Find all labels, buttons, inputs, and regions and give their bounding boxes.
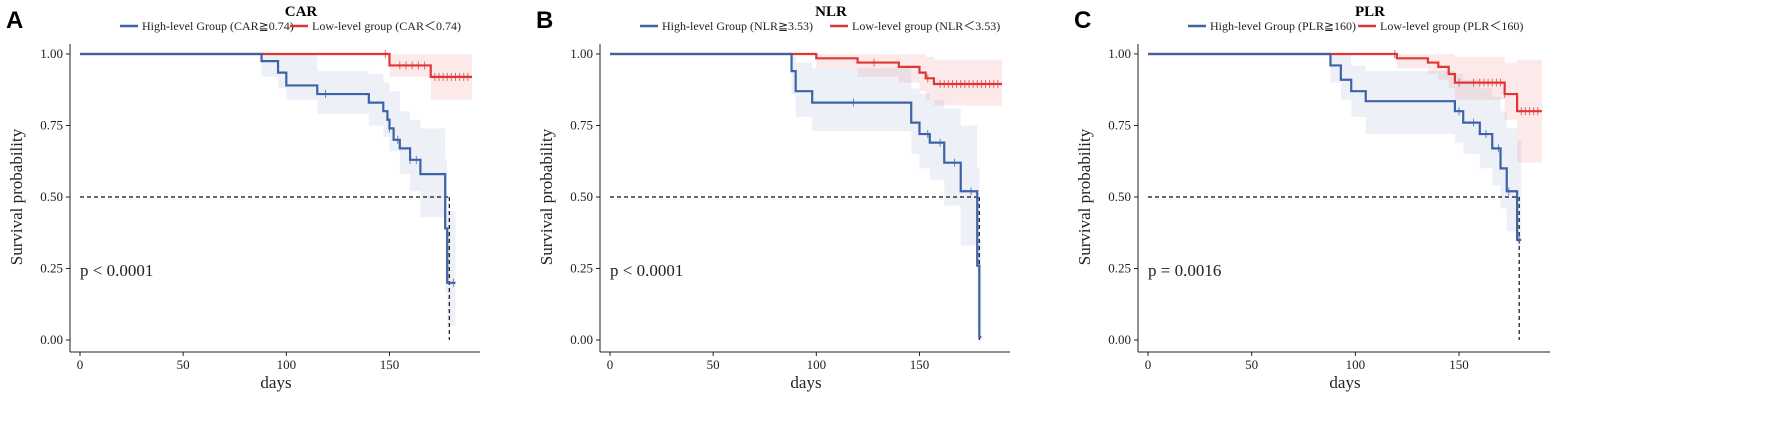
y-tick-label: 0.25 bbox=[570, 261, 593, 276]
x-tick-label: 0 bbox=[607, 357, 614, 372]
y-tick-label: 0.00 bbox=[1108, 332, 1131, 347]
x-axis-label: days bbox=[260, 373, 291, 392]
y-tick-label: 0.75 bbox=[40, 118, 63, 133]
ci-band bbox=[610, 54, 982, 340]
y-tick-label: 0.50 bbox=[1108, 189, 1131, 204]
ci-band bbox=[80, 54, 456, 326]
x-tick-label: 100 bbox=[1346, 357, 1366, 372]
y-axis-label: Survival probability bbox=[537, 128, 556, 265]
panel-letter: B bbox=[536, 7, 553, 34]
y-tick-label: 1.00 bbox=[1108, 46, 1131, 61]
chart-title: PLR bbox=[1355, 4, 1385, 20]
ci-band bbox=[80, 54, 472, 100]
survival-curve bbox=[80, 52, 472, 78]
x-tick-label: 150 bbox=[380, 357, 400, 372]
legend-label: High-level Group (CAR≧0.74) bbox=[142, 19, 294, 33]
x-tick-label: 50 bbox=[1245, 357, 1258, 372]
y-tick-label: 0.25 bbox=[40, 261, 63, 276]
y-tick-label: 0.50 bbox=[570, 189, 593, 204]
y-tick-label: 0.75 bbox=[1108, 118, 1131, 133]
chart-title: NLR bbox=[815, 4, 847, 20]
x-tick-label: 150 bbox=[1449, 357, 1469, 372]
chart-title: CAR bbox=[285, 4, 318, 20]
ci-band bbox=[1148, 54, 1542, 163]
legend-label: Low-level group (PLR＜160) bbox=[1380, 19, 1523, 33]
p-value: p < 0.0001 bbox=[80, 261, 153, 280]
p-value: p = 0.0016 bbox=[1148, 261, 1221, 280]
y-tick-label: 0.50 bbox=[40, 189, 63, 204]
legend-label: High-level Group (PLR≧160) bbox=[1210, 19, 1356, 33]
x-tick-label: 50 bbox=[707, 357, 720, 372]
legend-label: High-level Group (NLR≧3.53) bbox=[662, 19, 813, 33]
x-axis-label: days bbox=[1329, 373, 1360, 392]
x-tick-label: 0 bbox=[77, 357, 84, 372]
y-tick-label: 0.00 bbox=[570, 332, 593, 347]
legend-label: Low-level group (NLR＜3.53) bbox=[852, 19, 1000, 33]
survival-curve bbox=[610, 52, 1002, 86]
x-tick-label: 0 bbox=[1145, 357, 1152, 372]
survival-curve bbox=[1148, 52, 1542, 113]
x-axis-label: days bbox=[790, 373, 821, 392]
x-tick-label: 150 bbox=[910, 357, 930, 372]
y-axis-label: Survival probability bbox=[1075, 128, 1094, 265]
survival-curve bbox=[1148, 52, 1522, 241]
y-tick-label: 0.75 bbox=[570, 118, 593, 133]
legend-label: Low-level group (CAR＜0.74) bbox=[312, 19, 461, 33]
y-axis-label: Survival probability bbox=[7, 128, 26, 265]
y-tick-label: 0.25 bbox=[1108, 261, 1131, 276]
survival-curve bbox=[80, 52, 456, 284]
p-value: p < 0.0001 bbox=[610, 261, 683, 280]
panel-letter: A bbox=[6, 7, 23, 34]
y-tick-label: 0.00 bbox=[40, 332, 63, 347]
x-tick-label: 50 bbox=[177, 357, 190, 372]
x-tick-label: 100 bbox=[277, 357, 297, 372]
x-tick-label: 100 bbox=[807, 357, 827, 372]
y-tick-label: 1.00 bbox=[570, 46, 593, 61]
y-tick-label: 1.00 bbox=[40, 46, 63, 61]
survival-curve bbox=[610, 52, 982, 339]
panel-letter: C bbox=[1074, 7, 1091, 34]
